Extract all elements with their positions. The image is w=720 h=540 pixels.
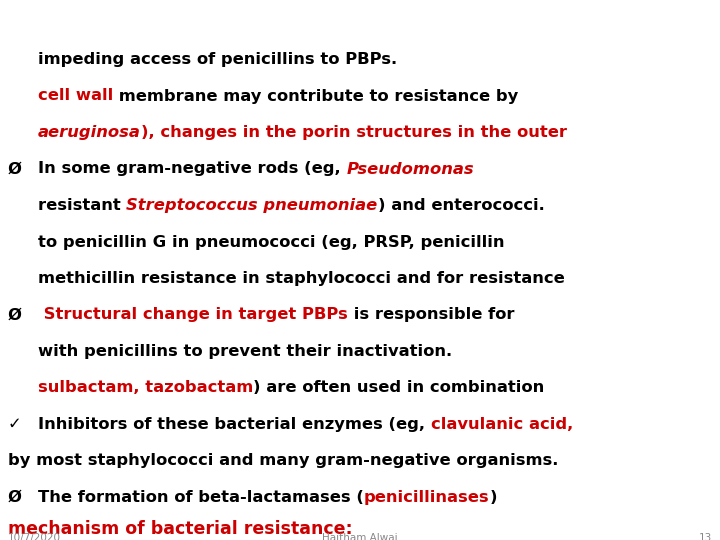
Text: Inhibitors of these bacterial enzymes (eg,: Inhibitors of these bacterial enzymes (e… [38,417,431,432]
Text: resistant: resistant [38,198,127,213]
Text: mechanism of bacterial resistance:: mechanism of bacterial resistance: [8,520,353,538]
Text: methicillin resistance in staphylococci and for resistance: methicillin resistance in staphylococci … [38,271,564,286]
Text: Ø: Ø [8,490,22,505]
Text: Haitham Alwai: Haitham Alwai [322,533,398,540]
Text: clavulanic acid,: clavulanic acid, [431,417,573,432]
Text: sulbactam, tazobactam: sulbactam, tazobactam [38,381,253,395]
Text: The formation of beta-lactamases (: The formation of beta-lactamases ( [38,490,364,505]
Text: In some gram-negative rods (eg,: In some gram-negative rods (eg, [38,161,346,177]
Text: Ø: Ø [8,161,22,177]
Text: impeding access of penicillins to PBPs.: impeding access of penicillins to PBPs. [38,52,397,67]
Text: membrane may contribute to resistance by: membrane may contribute to resistance by [113,89,518,104]
Text: Ø: Ø [8,307,22,322]
Text: 10/7/2020: 10/7/2020 [8,533,61,540]
Text: ) are often used in combination: ) are often used in combination [253,381,544,395]
Text: Structural change in target PBPs: Structural change in target PBPs [38,307,348,322]
Text: aeruginosa: aeruginosa [38,125,141,140]
Text: is responsible for: is responsible for [348,307,514,322]
Text: with penicillins to prevent their inactivation.: with penicillins to prevent their inacti… [38,344,452,359]
Text: ), changes in the porin structures in the outer: ), changes in the porin structures in th… [141,125,567,140]
Text: 13: 13 [698,533,712,540]
Text: ✓: ✓ [8,417,22,432]
Text: Streptococcus pneumoniae: Streptococcus pneumoniae [127,198,378,213]
Text: by most staphylococci and many gram-negative organisms.: by most staphylococci and many gram-nega… [8,454,559,469]
Text: Pseudomonas: Pseudomonas [346,161,474,177]
Text: to penicillin G in pneumococci (eg, PRSP, penicillin: to penicillin G in pneumococci (eg, PRSP… [38,234,505,249]
Text: penicillinases: penicillinases [364,490,490,505]
Text: cell wall: cell wall [38,89,113,104]
Text: ): ) [490,490,497,505]
Text: ) and enterococci.: ) and enterococci. [378,198,544,213]
